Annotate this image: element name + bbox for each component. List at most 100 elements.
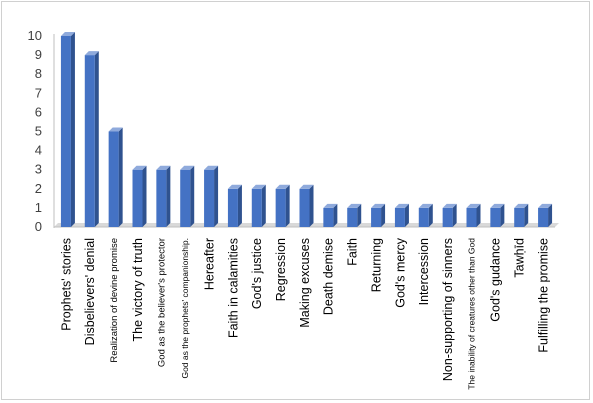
x-tick-label: The inability of creatures other than Go… (466, 238, 476, 390)
x-tick-label: Hereafter (202, 238, 216, 290)
bar (251, 184, 266, 227)
bar-top (180, 165, 195, 170)
bar (180, 165, 195, 227)
bar-side (524, 203, 529, 227)
bar-side (285, 184, 290, 227)
bar-front (394, 207, 405, 227)
x-tick-label: Regression (274, 238, 288, 301)
y-tick-label: 9 (35, 47, 42, 62)
bar-top (299, 184, 314, 189)
x-tick-label: Non-supporting of sinners (441, 238, 455, 381)
bar-side (452, 203, 457, 227)
bar-top (538, 203, 553, 208)
bar-top (108, 127, 123, 132)
bar-front (418, 207, 429, 227)
bar (227, 184, 242, 227)
bar-side (166, 165, 171, 227)
bar (394, 203, 409, 227)
bar-side (214, 165, 219, 227)
bar-top (371, 203, 386, 208)
bar-side (70, 32, 75, 227)
bar-top (418, 203, 433, 208)
y-tick-label: 10 (28, 28, 42, 43)
bar-front (490, 207, 501, 227)
bar (275, 184, 290, 227)
bar-side (476, 203, 481, 227)
y-tick-label: 3 (35, 162, 42, 177)
x-tick-label: God's mercy (393, 237, 407, 308)
bar-side (190, 165, 195, 227)
bar-top (156, 165, 171, 170)
x-tick-label: Faith (346, 238, 360, 266)
bar-top (204, 165, 219, 170)
x-tick-label: God as the believer's protector (157, 238, 168, 367)
bar-front (204, 169, 215, 227)
x-tick-label: The victory of truth (131, 238, 145, 342)
bar-top (60, 32, 75, 36)
y-tick-label: 0 (35, 219, 42, 234)
bar-side (381, 203, 386, 227)
bar-front (299, 188, 310, 227)
bar-top (514, 203, 529, 208)
y-tick-labels: 0 1 2 3 4 5 6 7 8 9 10 (28, 28, 42, 234)
y-tick-label: 4 (35, 143, 42, 158)
x-tick-label: Fulfilling the promise (536, 238, 550, 353)
y-tick-label: 1 (35, 200, 42, 215)
bar-top (275, 184, 290, 189)
bar-side (237, 184, 242, 227)
bar (204, 165, 219, 227)
bar-front (84, 55, 95, 227)
x-tick-label: Disbelievers' denial (83, 238, 97, 345)
bar-side (333, 203, 338, 227)
x-tick-label: Returning (369, 238, 383, 292)
x-tick-label: God's justice (250, 238, 264, 309)
bar-front (323, 207, 334, 227)
bar (466, 203, 481, 227)
bar-top (490, 203, 505, 208)
y-tick-label: 5 (35, 124, 42, 139)
bar-side (118, 127, 123, 227)
x-tick-label: Intercession (417, 238, 431, 305)
bar (371, 203, 386, 227)
bar-front (156, 169, 167, 227)
y-tick-label: 7 (35, 85, 42, 100)
bar-top (394, 203, 409, 208)
bar (514, 203, 529, 227)
y-tick-label: 2 (35, 181, 42, 196)
bar-top (323, 203, 338, 208)
bar-side (500, 203, 505, 227)
y-tick-label: 6 (35, 104, 42, 119)
x-tick-label: God as the prophets' companionship. (180, 238, 190, 379)
bar-top (251, 184, 266, 189)
bar (60, 32, 75, 227)
bar-side (309, 184, 314, 227)
bar-front (538, 207, 549, 227)
bar-front (371, 207, 382, 227)
x-tick-label: Realization of devine promise (109, 238, 120, 363)
bar-front (275, 188, 286, 227)
bar-front (251, 188, 262, 227)
bar-front (132, 169, 143, 227)
x-tick-label: Prophets' stories (59, 238, 73, 331)
bar-front (60, 36, 71, 227)
bar (347, 203, 362, 227)
x-tick-labels: Prophets' stories Disbelievers' denial Rea… (59, 237, 550, 389)
bar (442, 203, 457, 227)
bar-side (142, 165, 147, 227)
x-tick-label: Death demise (322, 238, 336, 315)
x-tick-label: Faith in calamities (226, 238, 240, 338)
bar-front (180, 169, 191, 227)
y-tick-label: 8 (35, 66, 42, 81)
bar-side (357, 203, 362, 227)
bar-side (428, 203, 433, 227)
x-tick-label: God's gudance (489, 238, 503, 322)
bar-side (548, 203, 553, 227)
x-tick-label: Tawḥīd (513, 238, 527, 278)
bar-side (94, 51, 99, 227)
bar (418, 203, 433, 227)
bar-top (132, 165, 147, 170)
bar-front (514, 207, 525, 227)
bar (84, 51, 99, 227)
